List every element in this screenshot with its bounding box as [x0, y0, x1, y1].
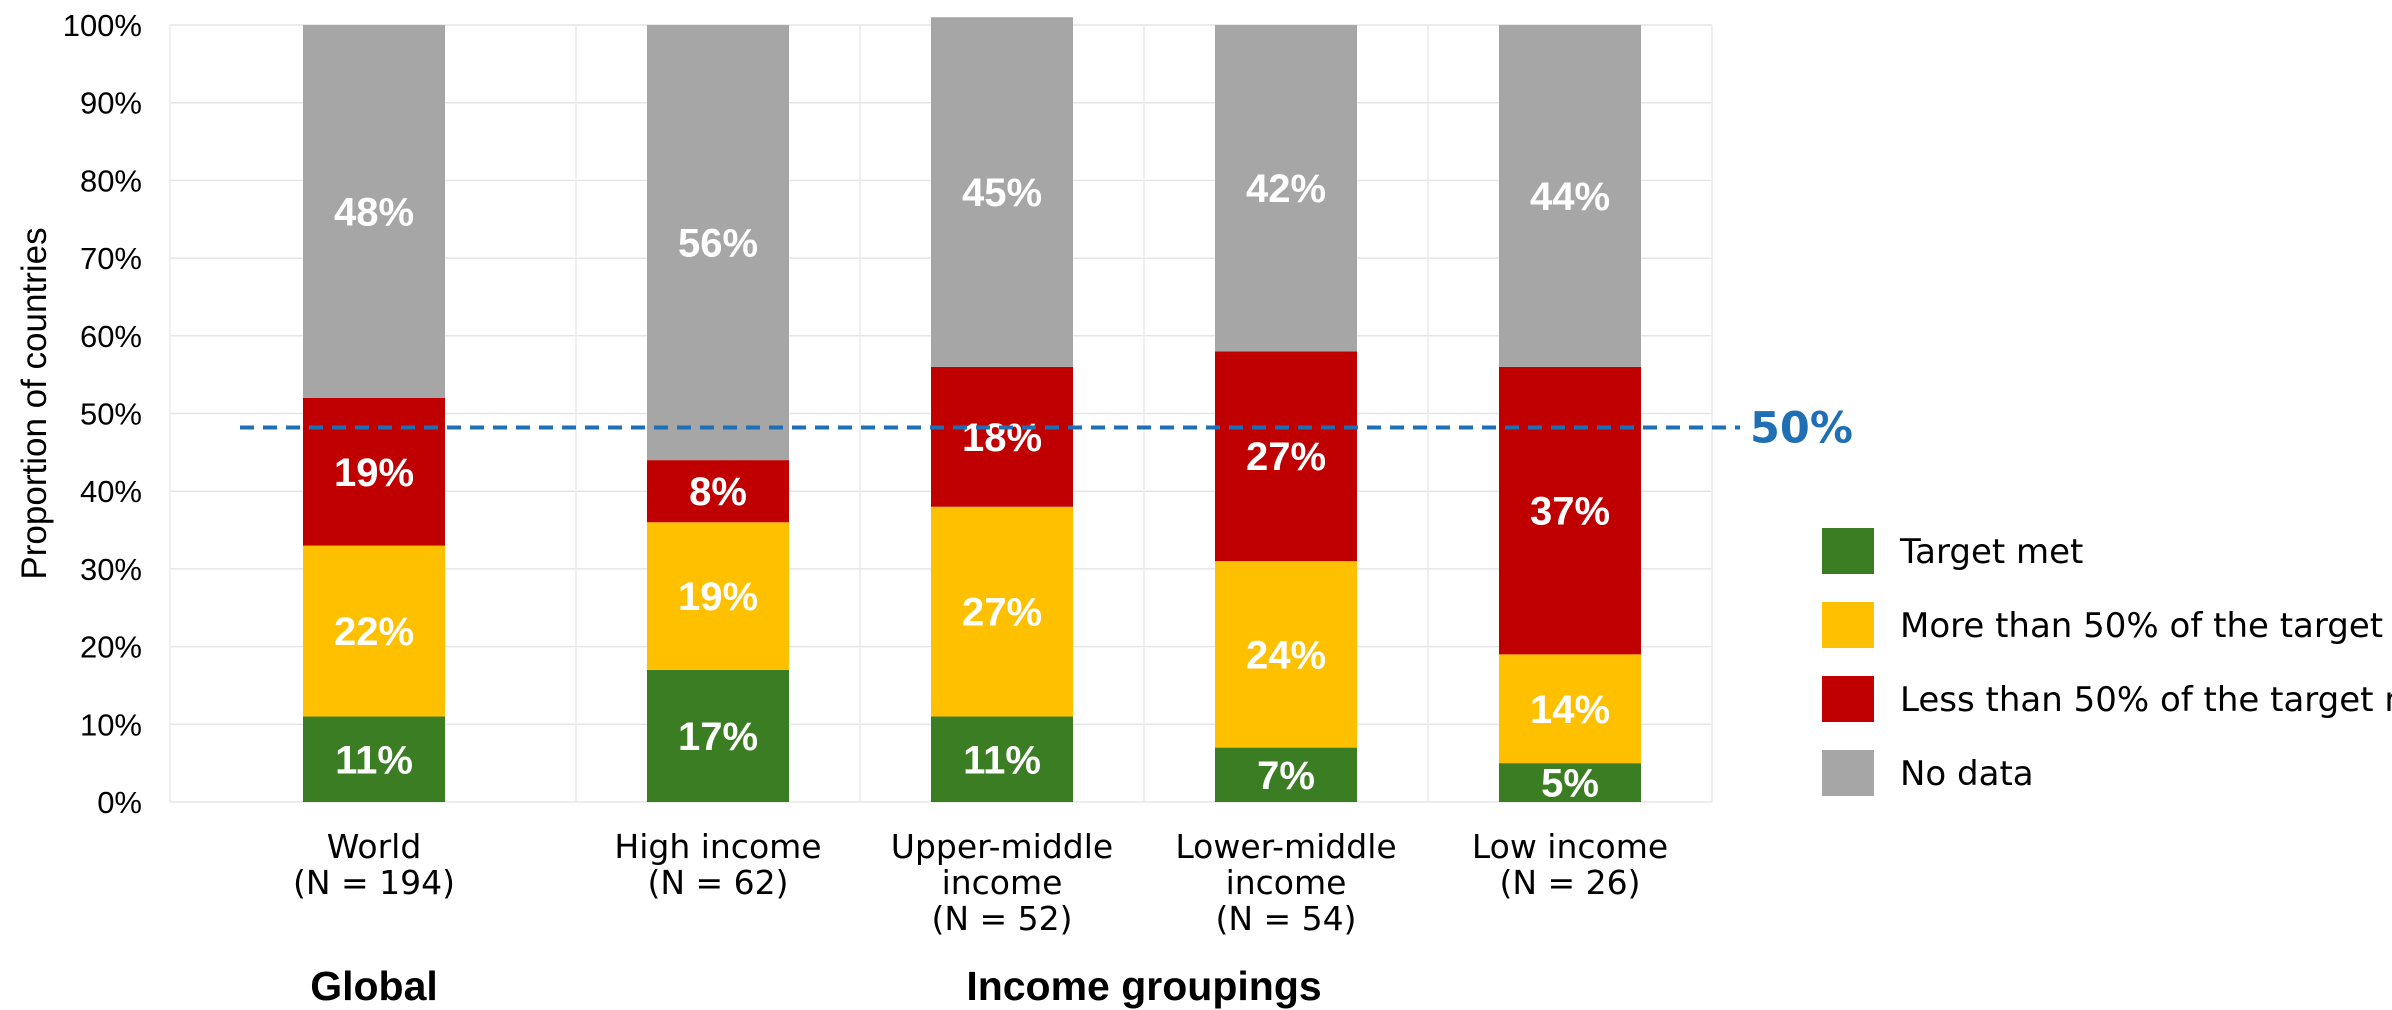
category-label: Low income [1472, 827, 1668, 866]
bar-segment [1215, 561, 1357, 748]
bar-segment [303, 25, 445, 398]
data-label: 42% [1246, 167, 1326, 211]
legend-swatch [1822, 528, 1874, 574]
reference-line: 50% [240, 404, 1853, 454]
y-axis-label: Proportion of countries [15, 227, 54, 579]
data-label: 11% [335, 738, 413, 782]
legend-entry: Less than 50% of the target met [1900, 680, 2392, 720]
y-tick-label: 20% [80, 630, 142, 665]
y-tick-label: 40% [80, 474, 142, 509]
data-label: 19% [678, 575, 758, 619]
category-label: (N = 52) [931, 899, 1072, 938]
y-tick-label: 10% [80, 707, 142, 742]
category-label: (N = 194) [293, 863, 455, 902]
legend-entry: More than 50% of the target met [1900, 606, 2392, 646]
data-label: 27% [962, 591, 1042, 635]
data-label: 17% [678, 715, 758, 759]
category-labels: World(N = 194) High income(N = 62) Upper-m… [293, 827, 1668, 938]
category-label: (N = 54) [1215, 899, 1356, 938]
legend-swatch [1822, 602, 1874, 648]
bar-segment [1499, 366, 1641, 655]
category-label: income [942, 863, 1063, 902]
data-label: 45% [962, 171, 1042, 215]
category-label: (N = 62) [647, 863, 788, 902]
reference-line-label: 50% [1750, 404, 1853, 454]
data-label: 24% [1246, 633, 1326, 677]
bar-segment [647, 522, 789, 670]
category-label: World [327, 827, 422, 866]
category-label: Lower-middle [1175, 827, 1396, 866]
bar-segment [1499, 25, 1641, 367]
bar-segment [1215, 747, 1357, 802]
data-label: 22% [334, 610, 414, 654]
y-tick-label: 30% [80, 552, 142, 587]
y-tick-label: 60% [80, 319, 142, 354]
legend: Target met More than 50% of the target me… [1822, 528, 2392, 796]
legend-entry: No data [1900, 754, 2034, 794]
bar-segment [931, 366, 1073, 507]
bars [303, 17, 1641, 802]
bar-segment [1499, 763, 1641, 802]
bar-segment [931, 506, 1073, 717]
bar-segment [1215, 25, 1357, 352]
data-label: 27% [1246, 435, 1326, 479]
segment-labels: 11% 22% 19% 48% 17% 19% 8% 56% 11% 27% 18% 45% 7% 24%… [334, 167, 1610, 805]
y-tick-label: 0% [97, 785, 142, 820]
bar-segment [303, 397, 445, 546]
category-label: Upper-middle [891, 827, 1113, 866]
data-label: 56% [678, 222, 758, 266]
category-label: High income [614, 827, 821, 866]
y-tick-label: 70% [80, 241, 142, 276]
y-tick-label: 80% [80, 163, 142, 198]
legend-swatch [1822, 676, 1874, 722]
bar-segment [1499, 654, 1641, 764]
data-label: 44% [1530, 175, 1610, 219]
data-label: 7% [1257, 754, 1315, 798]
bar-segment [647, 460, 789, 523]
bar-segment [303, 716, 445, 802]
bar-segment [647, 25, 789, 461]
bar-segment [647, 669, 789, 802]
y-tick-label: 90% [80, 86, 142, 121]
data-label: 5% [1541, 762, 1599, 806]
group-label: Income groupings [966, 963, 1321, 1009]
data-label: 14% [1530, 688, 1610, 732]
group-labels: Global Income groupings [310, 963, 1321, 1009]
bar-segment [931, 17, 1073, 367]
data-label: 8% [689, 470, 747, 514]
data-label: 18% [962, 416, 1042, 460]
data-label: 11% [963, 738, 1041, 782]
data-label: 19% [334, 451, 414, 495]
legend-swatch [1822, 750, 1874, 796]
legend-entry: Target met [1899, 532, 2083, 572]
bar-segment [931, 716, 1073, 802]
data-label: 48% [334, 190, 414, 234]
y-axis: 0% 10% 20% 30% 40% 50% 60% 70% 80% 90% 100% [63, 8, 142, 820]
category-label: (N = 26) [1499, 863, 1640, 902]
group-label: Global [310, 963, 438, 1009]
y-tick-label: 100% [63, 8, 142, 43]
category-label: income [1226, 863, 1347, 902]
y-tick-label: 50% [80, 397, 142, 432]
data-label: 37% [1530, 490, 1610, 534]
bar-segment [1215, 351, 1357, 562]
bar-segment [303, 545, 445, 717]
